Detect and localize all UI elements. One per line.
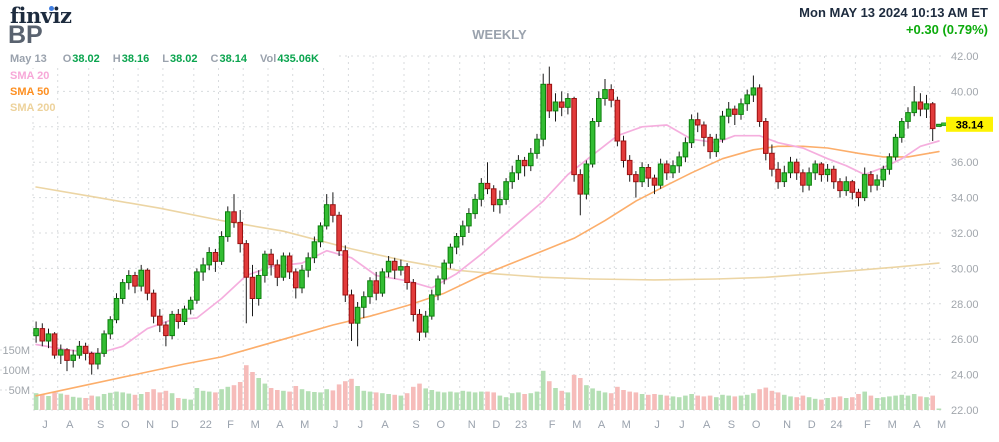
svg-text:36.00: 36.00 bbox=[951, 157, 979, 169]
svg-text:J: J bbox=[333, 419, 339, 431]
legend-volume-value: 435.06K bbox=[277, 53, 319, 65]
volume-bars bbox=[33, 365, 942, 410]
svg-text:N: N bbox=[783, 419, 791, 431]
month-axis-labels: J A S O N D 22 F M A M J J A S O N D 23 F M A M J J A S O N D 24 F M A M bbox=[42, 419, 946, 431]
legend-volume-label: Vol bbox=[260, 53, 277, 65]
svg-text:F: F bbox=[227, 419, 234, 431]
svg-text:22: 22 bbox=[200, 419, 212, 431]
sma-50-line bbox=[35, 145, 940, 397]
svg-text:M: M bbox=[888, 419, 897, 431]
svg-text:F: F bbox=[864, 419, 871, 431]
svg-text:24: 24 bbox=[830, 419, 842, 431]
legend-close-value: 38.14 bbox=[219, 53, 248, 65]
sma20-legend-label: SMA 20 bbox=[10, 69, 58, 83]
svg-text:O: O bbox=[436, 419, 445, 431]
svg-text:23: 23 bbox=[515, 419, 527, 431]
svg-text:O: O bbox=[752, 419, 761, 431]
svg-text:F: F bbox=[549, 419, 556, 431]
legend-close-label: C bbox=[210, 53, 219, 65]
last-close-marker bbox=[941, 122, 947, 127]
svg-text:S: S bbox=[728, 419, 735, 431]
svg-text:38.14: 38.14 bbox=[956, 119, 984, 131]
svg-text:D: D bbox=[171, 419, 179, 431]
ohlc-legend: May 13 O38.02 H38.16 L38.02 C38.14 Vol435.06K bbox=[10, 52, 338, 66]
svg-text:28.00: 28.00 bbox=[951, 299, 979, 311]
svg-text:34.00: 34.00 bbox=[951, 193, 979, 205]
svg-text:S: S bbox=[97, 419, 104, 431]
price-axis-labels: 42.0040.0038.0036.0034.0032.0030.0028.00… bbox=[951, 51, 979, 417]
market-datetime: Mon MAY 13 2024 10:13 AM ET bbox=[799, 5, 988, 20]
legend-low-value: 38.02 bbox=[170, 53, 198, 65]
legend-low-label: L bbox=[162, 53, 170, 65]
svg-text:M: M bbox=[937, 419, 946, 431]
svg-text:50M: 50M bbox=[9, 385, 30, 397]
price-gridlines bbox=[33, 55, 945, 411]
svg-text:A: A bbox=[598, 419, 606, 431]
svg-text:30.00: 30.00 bbox=[951, 263, 979, 275]
svg-text:M: M bbox=[572, 419, 581, 431]
svg-text:26.00: 26.00 bbox=[951, 334, 979, 346]
sma-200-line bbox=[35, 186, 940, 281]
last-price-badge: 38.14 bbox=[946, 116, 993, 132]
svg-text:J: J bbox=[42, 419, 48, 431]
candlesticks bbox=[33, 66, 942, 375]
svg-text:A: A bbox=[913, 419, 921, 431]
sma200-legend-label: SMA 200 bbox=[10, 101, 64, 115]
svg-text:M: M bbox=[251, 419, 260, 431]
legend-date: May 13 bbox=[10, 53, 47, 65]
svg-text:24.00: 24.00 bbox=[951, 370, 979, 382]
svg-text:22.00: 22.00 bbox=[951, 405, 979, 417]
ticker-symbol: BP bbox=[8, 21, 43, 49]
svg-text:S: S bbox=[412, 419, 419, 431]
legend-open-label: O bbox=[62, 53, 72, 65]
svg-text:A: A bbox=[66, 419, 74, 431]
volume-axis-labels: 150M 100M 50M bbox=[0, 345, 30, 397]
svg-text:D: D bbox=[492, 419, 500, 431]
svg-text:100M: 100M bbox=[2, 365, 30, 377]
legend-high-label: H bbox=[112, 53, 121, 65]
sma-20-line bbox=[35, 124, 940, 355]
svg-text:N: N bbox=[468, 419, 476, 431]
svg-text:40.00: 40.00 bbox=[951, 86, 979, 98]
svg-text:J: J bbox=[679, 419, 685, 431]
svg-text:42.00: 42.00 bbox=[951, 51, 979, 63]
timeframe-label: WEEKLY bbox=[472, 27, 527, 42]
svg-text:N: N bbox=[146, 419, 154, 431]
svg-text:O: O bbox=[121, 419, 130, 431]
svg-text:150M: 150M bbox=[2, 345, 30, 357]
svg-text:J: J bbox=[654, 419, 660, 431]
svg-text:32.00: 32.00 bbox=[951, 228, 979, 240]
sma50-legend-label: SMA 50 bbox=[10, 85, 58, 99]
legend-high-value: 38.16 bbox=[121, 53, 150, 65]
svg-text:M: M bbox=[622, 419, 631, 431]
svg-text:J: J bbox=[358, 419, 364, 431]
svg-text:A: A bbox=[703, 419, 711, 431]
legend-open-value: 38.02 bbox=[72, 53, 100, 65]
finviz-logo-text: finviz bbox=[10, 3, 72, 28]
svg-text:A: A bbox=[381, 419, 389, 431]
finviz-logo-dot-icon bbox=[49, 6, 54, 11]
svg-text:A: A bbox=[276, 419, 284, 431]
svg-text:D: D bbox=[808, 419, 816, 431]
price-change: +0.30 (0.79%) bbox=[905, 22, 988, 37]
svg-text:M: M bbox=[300, 419, 309, 431]
finviz-logo[interactable]: finviz bbox=[10, 3, 72, 28]
